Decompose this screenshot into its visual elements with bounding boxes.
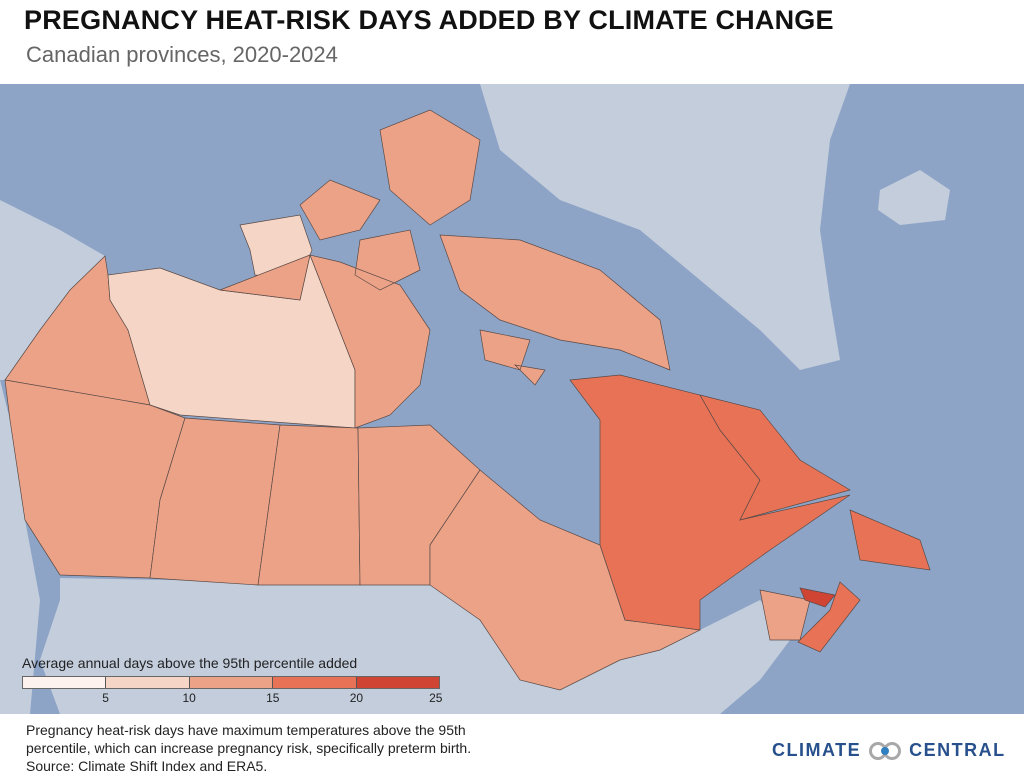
region-alberta xyxy=(149,417,281,586)
canada-map xyxy=(0,84,1024,714)
logo-rings-icon xyxy=(869,741,902,760)
logo-text-right: CENTRAL xyxy=(909,740,1006,760)
region-prince-edward-island xyxy=(799,587,836,608)
source-line: Source: Climate Shift Index and ERA5. xyxy=(26,758,268,774)
logo-text-left: CLIMATE xyxy=(772,740,862,760)
footnote-line: Pregnancy heat-risk days have maximum te… xyxy=(26,722,466,738)
footnote: Pregnancy heat-risk days have maximum te… xyxy=(26,721,471,775)
legend-ticks: 5 10 15 20 25 xyxy=(22,689,443,705)
west-coast-land xyxy=(0,380,40,714)
legend-tick: 25 xyxy=(429,691,443,705)
region-ontario xyxy=(429,469,702,691)
legend-tick: 10 xyxy=(182,691,196,705)
page-subtitle: Canadian provinces, 2020-2024 xyxy=(26,42,338,67)
page-title: PREGNANCY HEAT-RISK DAYS ADDED BY CLIMAT… xyxy=(24,5,834,35)
region-nunavut xyxy=(219,109,671,429)
legend-swatch-0-5 xyxy=(23,677,107,688)
header: PREGNANCY HEAT-RISK DAYS ADDED BY CLIMAT… xyxy=(0,0,1024,84)
alaska xyxy=(0,84,105,380)
greenland xyxy=(480,84,850,370)
iceland xyxy=(878,170,950,225)
footnote-line: percentile, which can increase pregnancy… xyxy=(26,740,472,756)
region-nova-scotia xyxy=(797,581,861,653)
legend-tick: 15 xyxy=(266,691,280,705)
legend-title: Average annual days above the 95th perce… xyxy=(22,655,358,671)
legend-swatch-15-20 xyxy=(273,677,357,688)
legend: Average annual days above the 95th perce… xyxy=(22,655,443,705)
legend-tick: 20 xyxy=(349,691,364,705)
footer: Pregnancy heat-risk days have maximum te… xyxy=(0,714,1024,779)
legend-tick: 5 xyxy=(102,691,109,705)
region-newfoundland-and-labrador xyxy=(699,394,931,571)
legend-swatch-20-25 xyxy=(356,677,440,688)
legend-swatch-5-10 xyxy=(106,677,190,688)
legend-swatch-10-15 xyxy=(189,677,274,688)
legend-color-scale xyxy=(22,676,440,689)
climate-central-logo: CLIMATE CENTRAL xyxy=(772,740,1006,761)
